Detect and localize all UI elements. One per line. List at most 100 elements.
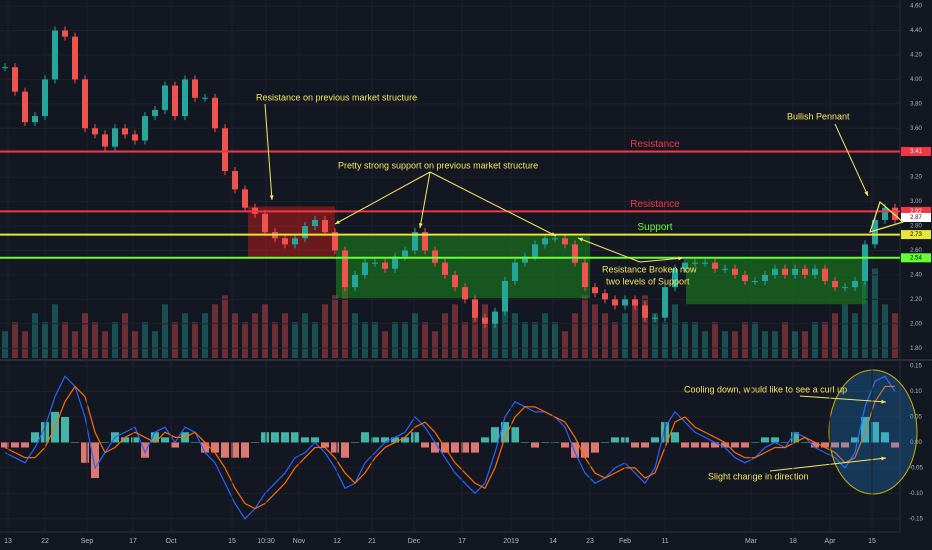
level-label: Resistance bbox=[630, 199, 680, 210]
candle bbox=[452, 274, 458, 288]
histogram-bar bbox=[251, 442, 259, 443]
histogram-bar bbox=[191, 442, 199, 443]
histogram-bar bbox=[301, 437, 309, 443]
price-tag-label: 2.87 bbox=[910, 215, 922, 221]
x-tick-label: Sep bbox=[81, 538, 94, 545]
histogram-bar bbox=[851, 437, 859, 443]
candle bbox=[822, 268, 828, 282]
level-tag-label: 2.73 bbox=[910, 232, 922, 238]
candle bbox=[722, 268, 728, 270]
candle bbox=[2, 67, 8, 69]
arrow-head bbox=[551, 232, 556, 236]
candle bbox=[592, 287, 598, 294]
level-tag bbox=[901, 147, 931, 157]
candle bbox=[472, 299, 478, 318]
y-tick-label: 2.20 bbox=[910, 297, 922, 303]
histogram-bar bbox=[221, 442, 229, 458]
histogram-bar bbox=[241, 442, 249, 458]
candle bbox=[432, 250, 438, 263]
y-tick-label: 2.00 bbox=[910, 321, 922, 327]
volume-bar bbox=[762, 331, 768, 358]
candle bbox=[382, 262, 388, 269]
histogram-bar bbox=[591, 442, 599, 453]
histogram-bar bbox=[201, 442, 209, 453]
candle bbox=[512, 262, 518, 282]
x-tick-label: Mar bbox=[745, 538, 758, 545]
histogram-bar bbox=[681, 442, 689, 448]
x-tick-label: 11 bbox=[661, 538, 668, 545]
volume-bar bbox=[672, 304, 678, 358]
candle bbox=[772, 268, 778, 275]
volume-bar bbox=[862, 277, 868, 358]
volume-bar bbox=[132, 331, 138, 358]
x-tick-label: Apr bbox=[825, 538, 837, 545]
candle bbox=[212, 97, 218, 129]
histogram-bar bbox=[771, 437, 779, 443]
annotation: two levels of Support bbox=[606, 276, 690, 286]
volume-bar bbox=[802, 331, 808, 358]
volume-bar bbox=[602, 313, 608, 358]
volume-bar bbox=[852, 313, 858, 358]
candle bbox=[122, 128, 128, 135]
histogram-bar bbox=[811, 442, 819, 448]
volume-bar bbox=[22, 331, 28, 358]
y-tick-label: 4.20 bbox=[910, 53, 922, 59]
candle bbox=[782, 268, 788, 275]
indicator-line bbox=[4, 375, 896, 520]
candle bbox=[462, 287, 468, 300]
histogram-bar bbox=[371, 437, 379, 443]
candle bbox=[162, 85, 168, 110]
candle bbox=[372, 262, 378, 264]
volume-bar bbox=[812, 322, 818, 358]
histogram-bar bbox=[431, 442, 439, 453]
candle bbox=[892, 207, 898, 220]
histogram-bar bbox=[581, 442, 589, 458]
volume-bar bbox=[892, 313, 898, 358]
volume-bar bbox=[192, 322, 198, 358]
x-tick-label: 17 bbox=[129, 538, 137, 545]
candle bbox=[402, 250, 408, 257]
candle bbox=[742, 274, 748, 282]
candle bbox=[642, 305, 648, 318]
histogram-bar bbox=[891, 442, 899, 448]
candle bbox=[652, 317, 658, 319]
volume-bar bbox=[92, 322, 98, 358]
histogram-bar bbox=[631, 442, 639, 448]
histogram-bar bbox=[321, 442, 329, 448]
candle bbox=[442, 262, 448, 275]
annotation: Bullish Pennant bbox=[787, 111, 850, 121]
volume-bar bbox=[632, 304, 638, 358]
volume-bar bbox=[532, 322, 538, 358]
candle bbox=[302, 226, 308, 239]
histogram-bar bbox=[511, 427, 519, 443]
level-tag-label: 2.54 bbox=[910, 255, 922, 261]
candle bbox=[362, 262, 368, 275]
histogram-bar bbox=[561, 442, 569, 448]
histogram-bar bbox=[281, 432, 289, 443]
histogram-bar bbox=[101, 442, 109, 443]
histogram-bar bbox=[521, 442, 529, 443]
histogram-bar bbox=[331, 442, 339, 453]
candle bbox=[792, 268, 798, 275]
candle bbox=[852, 281, 858, 288]
arrow-head bbox=[335, 220, 340, 224]
y-tick-label: 2.80 bbox=[910, 224, 922, 230]
histogram-bar bbox=[391, 437, 399, 443]
candle bbox=[62, 30, 68, 37]
histogram-bar bbox=[231, 442, 239, 458]
histogram-bar bbox=[261, 432, 269, 443]
y-tick-label: -0.15 bbox=[909, 516, 923, 522]
histogram-bar bbox=[711, 442, 719, 448]
histogram-bar bbox=[271, 432, 279, 443]
histogram-bar bbox=[791, 432, 799, 443]
candle bbox=[202, 97, 208, 99]
candle bbox=[712, 262, 718, 269]
x-tick-label: 21 bbox=[368, 538, 376, 545]
candle bbox=[602, 293, 608, 300]
histogram-bar bbox=[821, 442, 829, 448]
histogram-bar bbox=[31, 432, 39, 443]
level-tag-label: 3.41 bbox=[910, 149, 922, 155]
x-tick-label: 15 bbox=[228, 538, 236, 545]
candle bbox=[112, 128, 118, 147]
volume-bar bbox=[282, 313, 288, 358]
